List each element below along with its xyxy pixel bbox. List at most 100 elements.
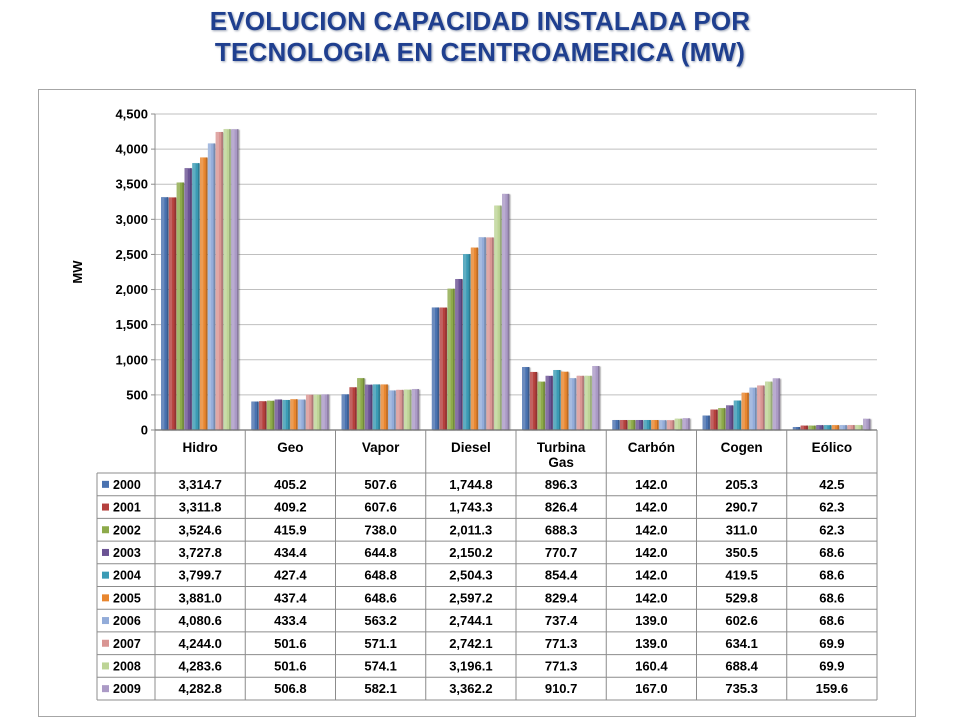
- bar-edge: [166, 197, 169, 430]
- bar-body: [561, 371, 569, 430]
- bar-edge: [256, 401, 259, 430]
- bar-edge: [739, 400, 742, 430]
- bar-body: [388, 390, 396, 430]
- bar: [568, 378, 577, 430]
- bar: [529, 371, 538, 430]
- bar: [620, 420, 628, 430]
- table-value: 563.2: [364, 613, 397, 628]
- bar-edge: [492, 237, 494, 430]
- bar: [388, 390, 396, 430]
- bar-body: [266, 400, 275, 430]
- table-value: 434.4: [274, 545, 307, 560]
- bar: [396, 389, 404, 430]
- table-value: 501.6: [274, 658, 307, 673]
- bar-edge: [190, 168, 192, 431]
- bar-body: [502, 193, 510, 430]
- bar-body: [733, 400, 742, 430]
- bar-body: [192, 163, 200, 430]
- bar-edge: [798, 427, 801, 430]
- legend-swatch: [102, 594, 109, 602]
- bar: [800, 425, 808, 430]
- bar: [816, 425, 824, 430]
- bar-highlight: [620, 420, 624, 430]
- table-value: 506.8: [274, 681, 307, 696]
- bar-edge: [213, 143, 216, 430]
- bar-highlight: [341, 394, 345, 430]
- bar: [207, 143, 216, 430]
- bar-body: [251, 401, 259, 430]
- bar: [553, 370, 561, 430]
- table-value: 68.6: [819, 545, 844, 560]
- bar-edge: [484, 237, 486, 430]
- table-value: 69.9: [819, 658, 844, 673]
- bar-highlight: [168, 197, 173, 430]
- bar-body: [792, 427, 801, 430]
- bar: [349, 387, 357, 430]
- bar: [726, 405, 734, 430]
- bar-body: [816, 425, 824, 430]
- table-value: 3,727.8: [178, 545, 221, 560]
- bar-edge: [625, 420, 628, 430]
- bar-highlight: [576, 375, 580, 430]
- bar-edge: [590, 375, 592, 430]
- bar-highlight: [176, 182, 180, 430]
- bar-highlight: [404, 389, 408, 430]
- bar: [404, 389, 412, 430]
- bar-body: [651, 420, 659, 430]
- bar-body: [529, 371, 538, 430]
- bar-body: [726, 405, 734, 430]
- bar-edge: [476, 247, 479, 430]
- bar-body: [627, 420, 636, 430]
- bar-highlight: [682, 418, 686, 430]
- bar-highlight: [545, 375, 549, 430]
- bar-edge: [747, 392, 749, 430]
- y-tick-label: 1,500: [115, 317, 148, 332]
- bar-body: [231, 129, 239, 431]
- bar: [545, 375, 553, 430]
- bar-highlight: [674, 418, 679, 430]
- bar-body: [447, 288, 455, 430]
- table-value: 771.3: [545, 636, 578, 651]
- bar-body: [718, 408, 726, 430]
- table-value: 419.5: [725, 568, 758, 583]
- bar: [627, 420, 636, 430]
- bar: [855, 425, 863, 430]
- bar-highlight: [726, 405, 730, 430]
- bar-highlight: [274, 399, 279, 430]
- table-value: 2,011.3: [450, 522, 493, 537]
- bar: [411, 389, 420, 430]
- bar-edge: [460, 279, 463, 430]
- bar-body: [396, 389, 404, 430]
- bar-body: [800, 425, 808, 430]
- bar-body: [772, 378, 781, 430]
- table-value: 4,282.8: [178, 681, 221, 696]
- bar-edge: [527, 367, 530, 430]
- bar: [215, 131, 223, 431]
- x-category-label: Carbón: [628, 440, 675, 455]
- legend-swatch: [102, 617, 109, 625]
- bar-highlight: [313, 394, 318, 430]
- bar-edge: [582, 375, 584, 430]
- table-value: 634.1: [725, 636, 758, 651]
- bar-edge: [845, 425, 847, 430]
- bar-edge: [417, 389, 420, 430]
- table-value: 607.6: [364, 500, 397, 515]
- bar-edge: [272, 400, 275, 430]
- bar-highlight: [494, 205, 498, 430]
- y-tick-label: 2,000: [115, 282, 148, 297]
- bar-highlight: [839, 425, 843, 430]
- legend-year-label: 2003: [113, 546, 141, 560]
- bar-edge: [716, 409, 718, 430]
- bar-highlight: [749, 387, 753, 430]
- bar-edge: [362, 378, 365, 430]
- legend-year-label: 2006: [113, 614, 141, 628]
- bar: [839, 425, 847, 430]
- bar-highlight: [380, 384, 384, 430]
- bar: [808, 425, 816, 430]
- y-axis: 0 500 1,000 1,500 2,000 2,500 3,000 3,500 4,000 4…: [70, 107, 156, 438]
- table-value: 529.8: [725, 590, 758, 605]
- table-value: 582.1: [364, 681, 397, 696]
- bar-body: [620, 420, 628, 430]
- bar-highlight: [635, 420, 640, 430]
- bar: [168, 197, 177, 430]
